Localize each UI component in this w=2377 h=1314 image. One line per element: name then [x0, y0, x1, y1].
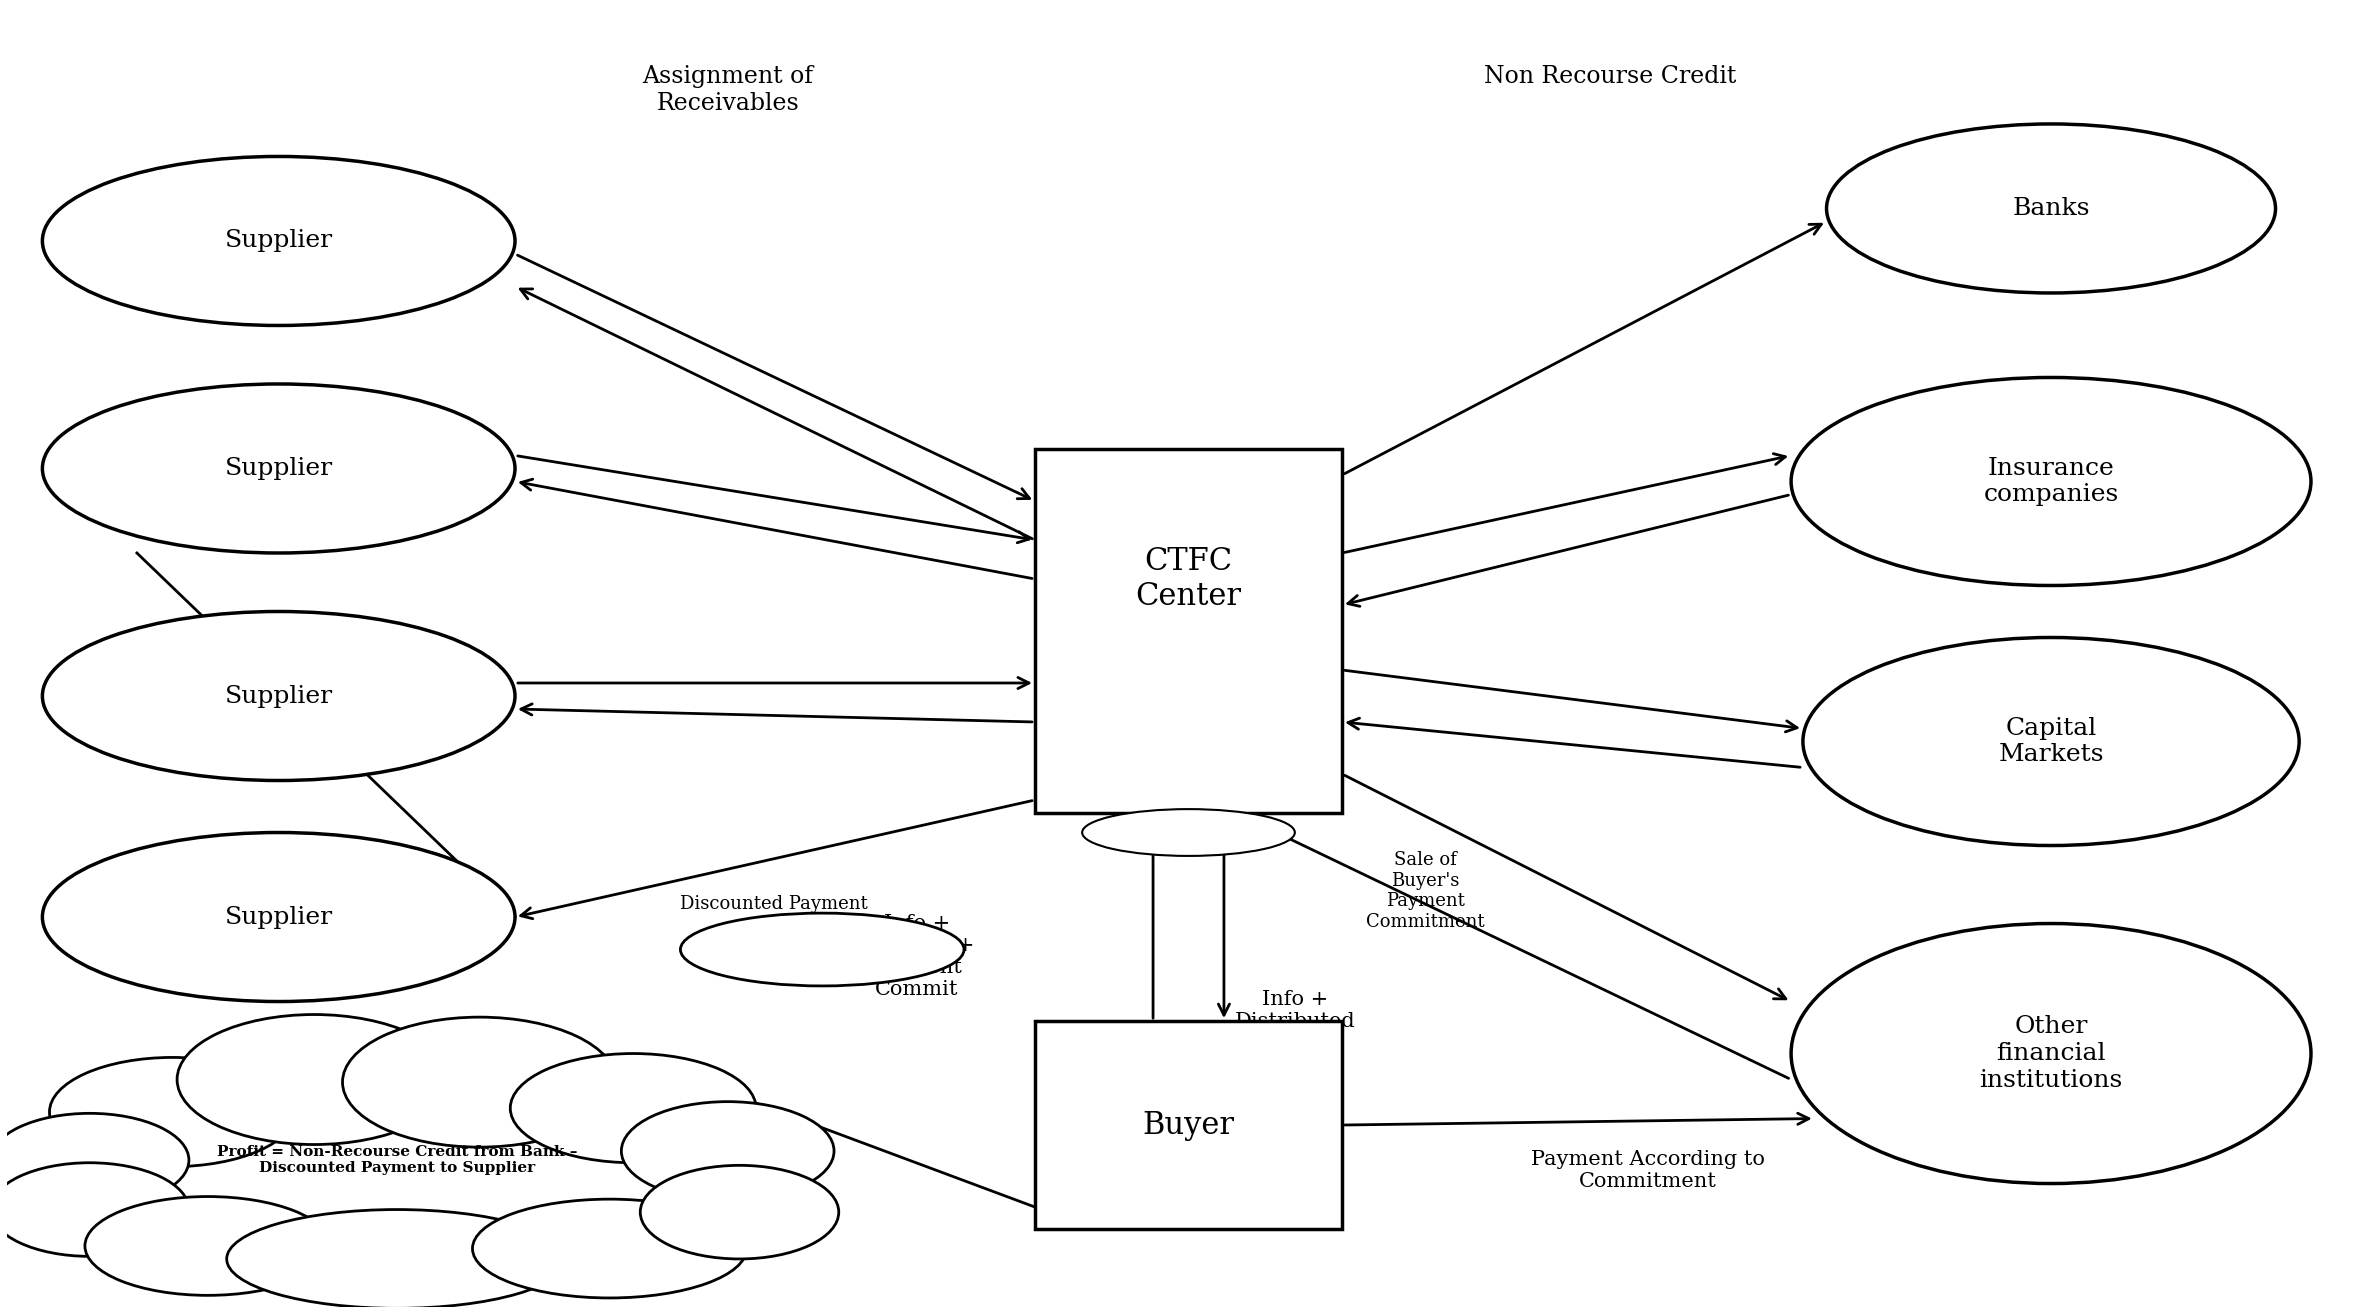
Text: Non Recourse Credit: Non Recourse Credit — [1483, 66, 1735, 88]
Text: Profit = Non-Recourse Credit from Bank –
Discounted Payment to Supplier: Profit = Non-Recourse Credit from Bank –… — [216, 1144, 578, 1175]
Text: CTFC
Center: CTFC Center — [1136, 545, 1241, 612]
Text: Supplier: Supplier — [226, 905, 333, 929]
Ellipse shape — [50, 1058, 295, 1167]
Ellipse shape — [511, 1054, 756, 1163]
Text: Supplier: Supplier — [226, 230, 333, 252]
Ellipse shape — [342, 1017, 616, 1147]
Text: Payment According to
Commitment: Payment According to Commitment — [1531, 1150, 1766, 1190]
Text: Insurance
companies: Insurance companies — [1982, 457, 2118, 506]
Text: Delivery of Goods &
Services, Invoices: Delivery of Goods & Services, Invoices — [102, 715, 316, 756]
Text: Assignment of
Receivables: Assignment of Receivables — [642, 66, 813, 116]
Ellipse shape — [1792, 924, 2310, 1184]
Ellipse shape — [43, 156, 516, 326]
Ellipse shape — [639, 1166, 839, 1259]
Text: Info +
Distributed
Profit: Info + Distributed Profit — [1234, 989, 1355, 1053]
Ellipse shape — [1826, 124, 2275, 293]
Text: Other
financial
institutions: Other financial institutions — [1980, 1016, 2123, 1092]
Text: Info +
Decision +
Payment
Commit: Info + Decision + Payment Commit — [858, 913, 975, 999]
Text: Banks: Banks — [2013, 197, 2089, 219]
Ellipse shape — [43, 833, 516, 1001]
Text: Supplier: Supplier — [226, 685, 333, 707]
Bar — [1034, 1021, 1343, 1229]
Ellipse shape — [1792, 377, 2310, 586]
Bar — [1034, 449, 1343, 813]
Ellipse shape — [86, 1197, 330, 1296]
Text: Capital
Markets: Capital Markets — [1999, 716, 2104, 766]
Text: Discounted Payment: Discounted Payment — [680, 895, 868, 913]
Ellipse shape — [1802, 637, 2299, 845]
Ellipse shape — [43, 384, 516, 553]
Ellipse shape — [0, 1163, 188, 1256]
Ellipse shape — [1082, 809, 1295, 855]
Text: Sale of
Buyer's
Payment
Commitment: Sale of Buyer's Payment Commitment — [1367, 851, 1483, 932]
Ellipse shape — [680, 913, 965, 986]
Text: Buyer: Buyer — [1143, 1109, 1234, 1141]
Ellipse shape — [0, 1113, 188, 1208]
Ellipse shape — [620, 1101, 834, 1201]
Ellipse shape — [178, 1014, 452, 1144]
Ellipse shape — [226, 1210, 568, 1309]
Ellipse shape — [67, 1105, 775, 1235]
Ellipse shape — [473, 1200, 746, 1298]
Text: Supplier: Supplier — [226, 457, 333, 480]
Ellipse shape — [43, 611, 516, 781]
